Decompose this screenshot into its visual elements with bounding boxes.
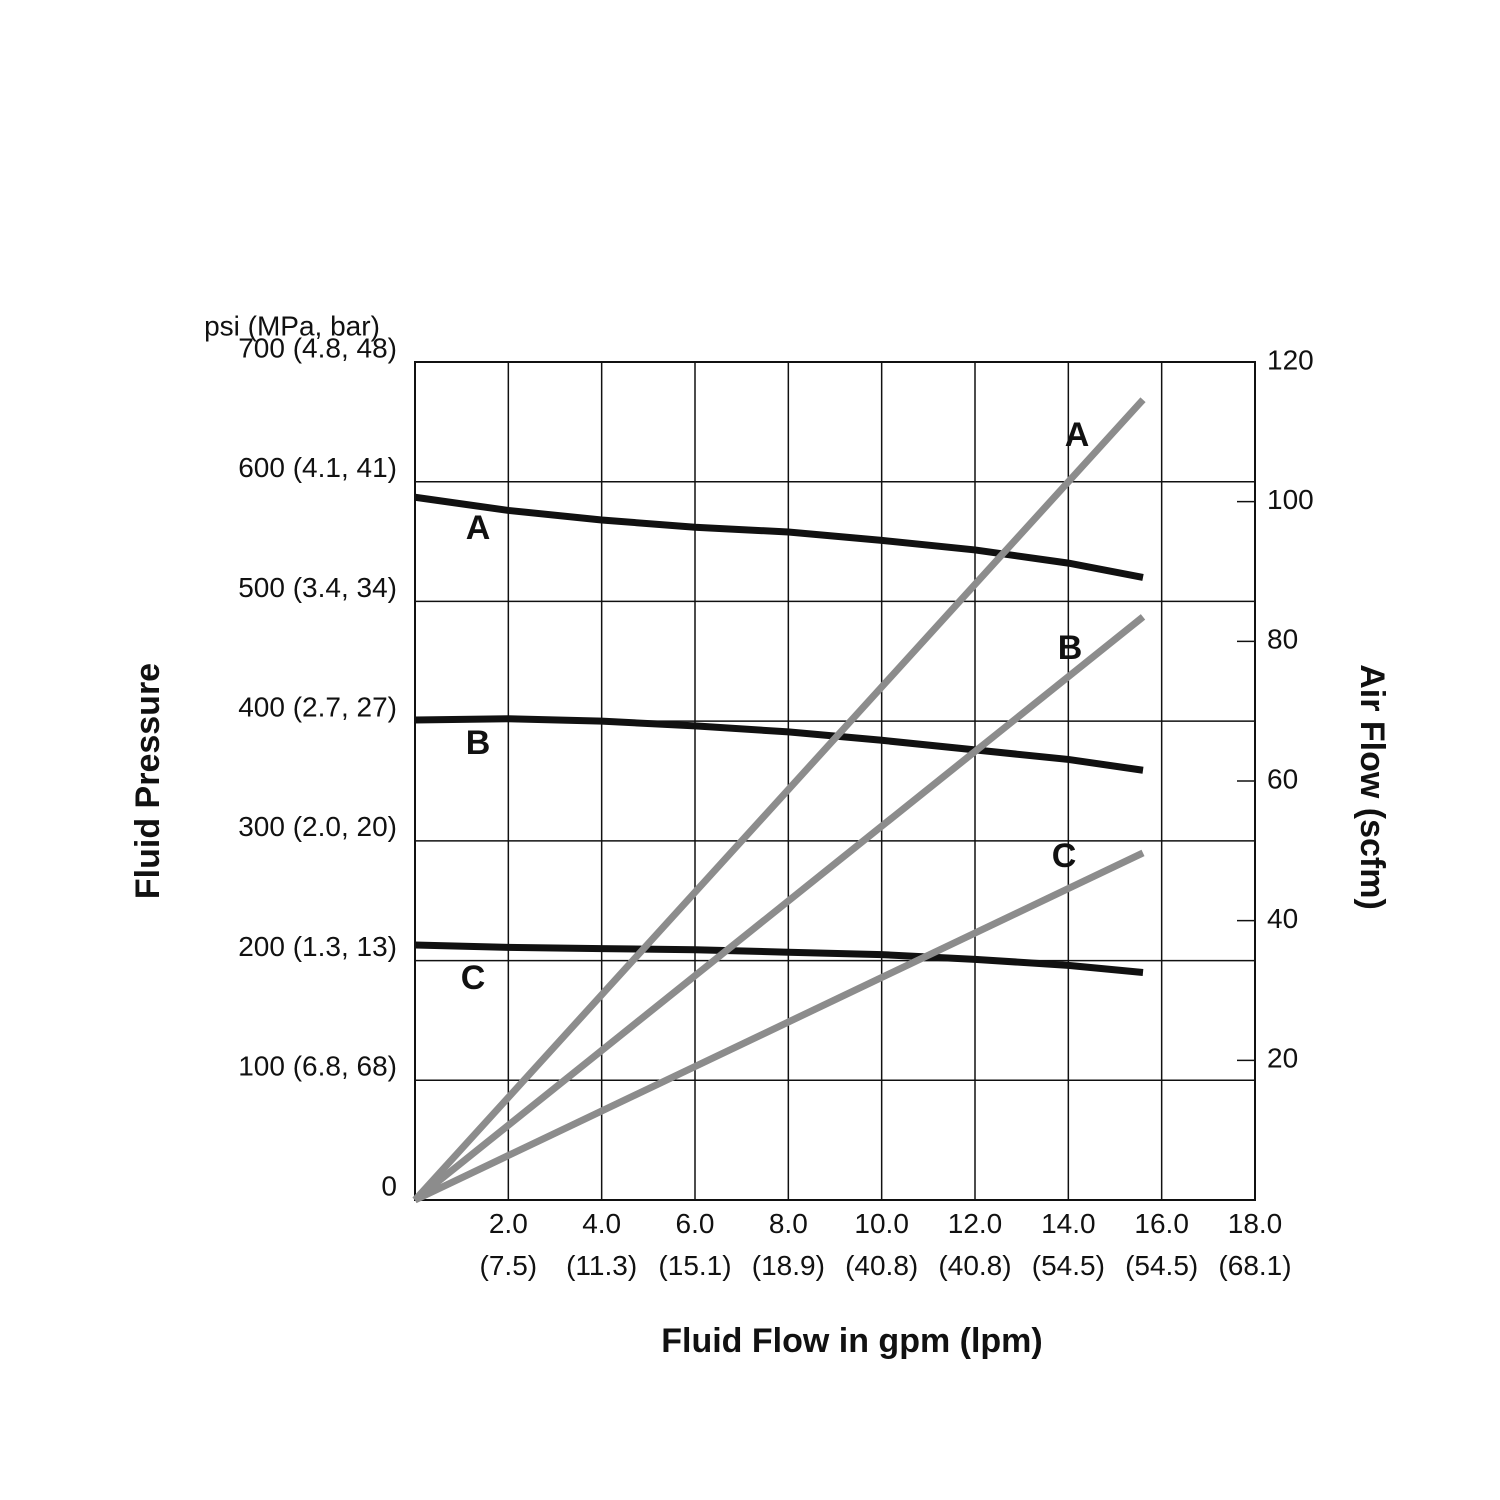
y2-tick-label: 80 [1267, 624, 1298, 655]
series-line [412, 397, 1146, 1203]
x-tick-label: 18.0 (68.1) [1218, 1208, 1292, 1281]
series-label: A [1065, 416, 1090, 454]
y-tick-label: 0 [381, 1170, 397, 1201]
y-tick-label: 200 (1.3, 13) [238, 931, 397, 962]
y-tick-label: 400 (2.7, 27) [238, 692, 397, 723]
x-tick-label: 8.0 (18.9) [751, 1208, 825, 1281]
series-label: C [1052, 837, 1077, 875]
series-label: B [1058, 629, 1083, 667]
y-tick-label: 600 (4.1, 41) [238, 452, 397, 483]
y-tick-label: 700 (4.8, 48) [238, 332, 397, 363]
series-label: B [466, 724, 491, 762]
y2-tick-label: 20 [1267, 1043, 1298, 1074]
x-axis-title: Fluid Flow in gpm (lpm) [661, 1322, 1043, 1360]
x-tick-label: 16.0 (54.5) [1125, 1208, 1199, 1281]
y2-tick-label: 100 [1267, 484, 1314, 515]
y-tick-label: 300 (2.0, 20) [238, 811, 397, 842]
x-tick-label: 12.0 (40.8) [938, 1208, 1012, 1281]
series-line [414, 715, 1144, 774]
x-tick-label: 4.0 (11.3) [566, 1208, 638, 1281]
y-tick-label: 500 (3.4, 34) [238, 572, 397, 603]
y2-axis-title: Air Flow (scfm) [1353, 664, 1391, 910]
y2-tick-label: 40 [1267, 903, 1298, 934]
x-tick-label: 2.0 (7.5) [479, 1208, 538, 1281]
y-unit: psi (MPa, bar) [204, 310, 380, 341]
series-label: A [466, 509, 491, 547]
y2-tick-label: 60 [1267, 763, 1298, 794]
y-axis-title: Fluid Pressure [129, 663, 167, 899]
x-tick-label: 10.0 (40.8) [845, 1208, 919, 1281]
series-label: C [461, 959, 486, 997]
series-line [414, 941, 1144, 977]
series-line [414, 493, 1144, 581]
y2-tick-label: 120 [1267, 344, 1314, 375]
series-line [413, 849, 1145, 1204]
y-tick-label: 100 (6.8, 68) [238, 1051, 397, 1082]
x-tick-label: 6.0 (15.1) [658, 1208, 732, 1281]
plot-frame [414, 361, 1256, 1201]
series-line [412, 614, 1146, 1203]
x-tick-label: 14.0 (54.5) [1031, 1208, 1105, 1281]
